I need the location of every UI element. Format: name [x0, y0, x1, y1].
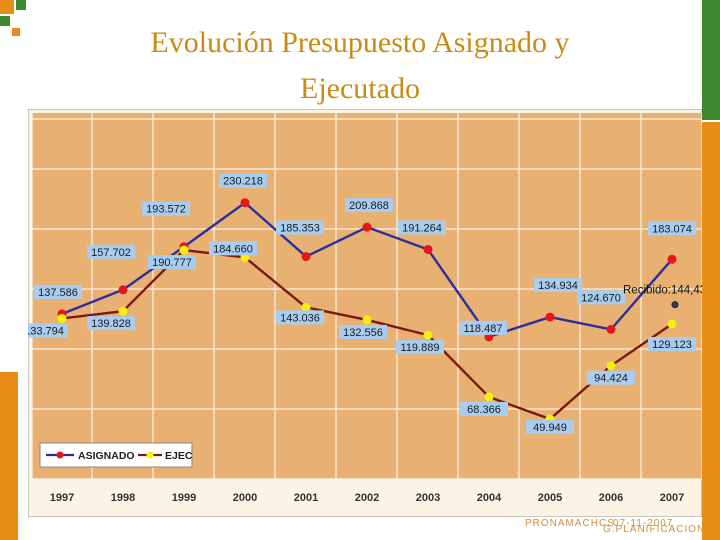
legend-marker-asignado: [56, 451, 64, 459]
footer-overlap-a: G.PLANIFICACION: [603, 524, 706, 535]
x-tick-label: 1997: [50, 492, 74, 504]
data-point-asignado: [423, 244, 433, 254]
data-point-asignado: [118, 285, 128, 295]
data-point-ejec: [118, 306, 128, 316]
data-label-bg: [276, 310, 324, 325]
data-point-ejec: [301, 302, 311, 312]
data-point-ejec: [667, 319, 677, 329]
left-accent-bar: [0, 372, 18, 540]
received-marker: [671, 301, 679, 309]
data-label-bg: [459, 320, 507, 335]
footer-source: PRONAMACHCS: [525, 518, 615, 529]
data-label: 209.868: [349, 200, 389, 212]
data-point-asignado: [667, 254, 677, 264]
data-point-asignado: [606, 324, 616, 334]
data-label: 129.123: [652, 339, 692, 351]
data-label: 193.572: [146, 204, 186, 216]
data-label: 191.264: [402, 222, 442, 234]
data-label: 68.366: [467, 404, 501, 416]
data-label-bg: [148, 255, 196, 270]
data-label: 143.036: [280, 312, 320, 324]
data-label: 183.074: [652, 223, 692, 235]
received-annotation: Recibido:144,436: [623, 285, 702, 297]
x-tick-label: 2004: [477, 492, 502, 504]
data-point-asignado: [301, 252, 311, 262]
data-label-bg: [648, 337, 696, 352]
data-point-ejec: [57, 313, 67, 323]
x-tick-label: 2002: [355, 492, 379, 504]
x-tick-label: 2003: [416, 492, 440, 504]
data-label-bg: [276, 220, 324, 235]
data-label-bg: [577, 290, 625, 305]
data-point-asignado: [362, 222, 372, 232]
right-accent-bar: [702, 0, 720, 540]
data-label-bg: [28, 323, 68, 338]
footer-overlap: G.PLANIFICACION 07-11-2007: [603, 518, 706, 535]
data-label: 134.934: [538, 280, 578, 292]
data-label: 119.889: [401, 342, 440, 354]
x-tick-label: 2000: [233, 492, 257, 504]
x-tick-label: 2007: [660, 492, 684, 504]
data-label-bg: [396, 340, 444, 355]
data-label-bg: [460, 401, 508, 416]
data-label-bg: [34, 284, 82, 299]
data-label: 124.670: [581, 292, 621, 304]
data-label: 230.218: [223, 176, 263, 188]
data-label-bg: [219, 173, 267, 188]
data-label: 132.556: [343, 327, 383, 339]
data-point-asignado: [240, 198, 250, 208]
data-point-ejec: [423, 330, 433, 340]
data-label-bg: [142, 201, 190, 216]
data-label-bg: [345, 198, 393, 213]
legend-label-ejec: EJEC: [165, 450, 193, 462]
data-label: 49.949: [533, 422, 567, 434]
x-tick-label: 2001: [294, 492, 318, 504]
data-label-bg: [587, 370, 635, 385]
grid-lines: [31, 113, 702, 480]
x-tick-label: 2006: [599, 492, 623, 504]
data-label-bg: [339, 324, 387, 339]
data-point-ejec: [484, 392, 494, 402]
x-tick-label: 1998: [111, 492, 135, 504]
data-label: 94.424: [594, 373, 628, 385]
footer-overlap-b: 07-11-2007: [613, 518, 674, 529]
data-label: 157.702: [91, 247, 131, 259]
corner-decoration: [0, 0, 36, 70]
data-label: 137.586: [38, 287, 78, 299]
title-line-1: Evolución Presupuesto Asignado y: [150, 26, 570, 59]
data-label: 139.828: [91, 318, 131, 330]
data-point-ejec: [179, 245, 189, 255]
data-label: 133.794: [28, 325, 64, 337]
x-tick-label: 2005: [538, 492, 562, 504]
data-point-asignado: [545, 312, 555, 322]
data-label: 118.487: [464, 323, 503, 335]
legend-marker-ejec: [146, 451, 154, 459]
title-line-2: Ejecutado: [300, 72, 420, 105]
data-point-ejec: [362, 315, 372, 325]
legend: ASIGNADO EJEC: [39, 442, 193, 468]
data-label-bg: [398, 220, 446, 235]
data-label-bg: [87, 316, 135, 331]
data-label-bg: [534, 278, 582, 293]
data-label: 185.353: [280, 223, 320, 235]
x-tick-label: 1999: [172, 492, 196, 504]
data-label: 190.777: [152, 257, 192, 269]
data-label-bg: [87, 244, 135, 259]
data-point-ejec: [606, 361, 616, 371]
data-label-bg: [209, 241, 257, 256]
slide-title: Evolución Presupuesto Asignado y Ejecuta…: [60, 20, 660, 112]
legend-label-asignado: ASIGNADO: [78, 450, 135, 462]
budget-line-chart: 1997 1998 1999 2000 2001 2002 2003 2004 2005 2006…: [28, 109, 702, 517]
data-label-bg: [526, 420, 574, 435]
data-label-bg: [648, 221, 696, 236]
data-label: 184.660: [213, 243, 253, 255]
